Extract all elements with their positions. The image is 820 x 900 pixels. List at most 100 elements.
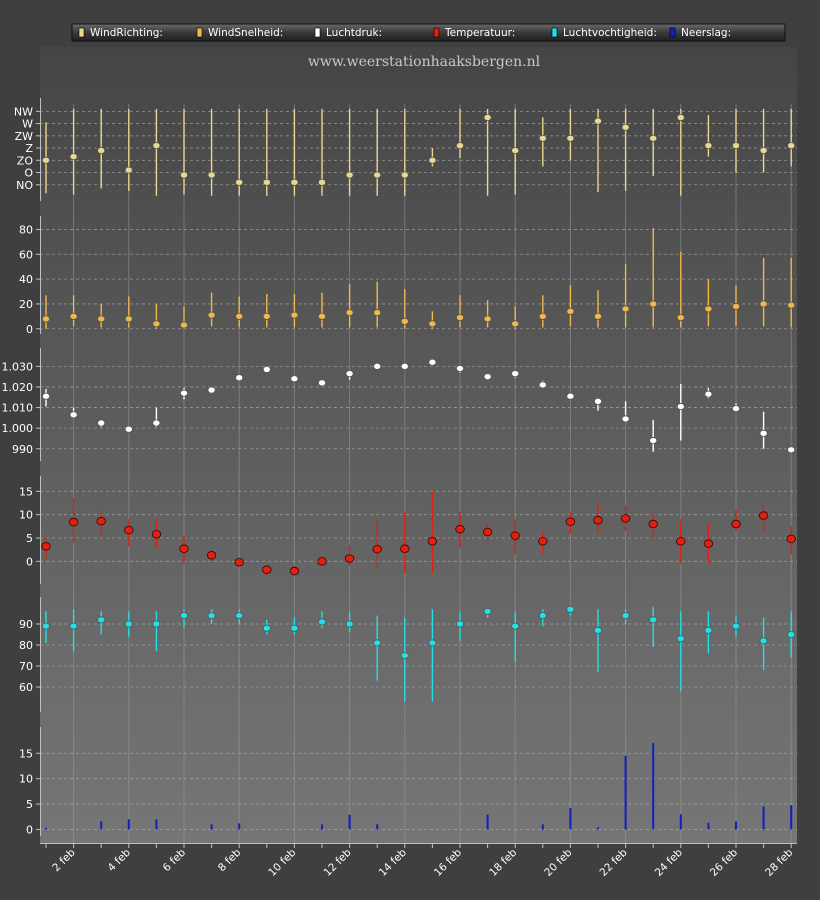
data-point: [262, 565, 272, 574]
y-tick-label: 80: [19, 639, 33, 652]
y-tick-label: 0: [26, 823, 33, 836]
data-point: [289, 566, 300, 576]
y-tick-label: 990: [12, 443, 33, 456]
data-point: [482, 527, 493, 537]
data-point: [206, 551, 217, 560]
legend-box: [71, 23, 786, 42]
data-point: [759, 300, 768, 308]
precipitation-bar: [624, 755, 627, 830]
data-point: [97, 419, 106, 427]
panel-temperatuur: 15 10 5 0: [19, 476, 797, 584]
data-point: [124, 166, 133, 174]
y-tick-label: 1.000: [2, 422, 34, 435]
data-point: [732, 142, 741, 150]
data-point: [179, 171, 188, 179]
data-point: [96, 517, 106, 526]
data-point: [372, 545, 382, 554]
data-point: [69, 312, 78, 320]
y-tick-label: NO: [16, 179, 33, 192]
data-point: [538, 537, 548, 546]
precipitation-bar: [735, 821, 737, 830]
data-point: [786, 534, 796, 544]
data-point: [676, 403, 685, 411]
data-point: [538, 134, 547, 142]
data-point: [566, 307, 575, 315]
x-tick-label: 12 feb: [322, 846, 354, 878]
data-point: [152, 142, 161, 150]
data-point: [373, 362, 382, 370]
data-point: [179, 389, 188, 397]
data-point: [42, 156, 51, 164]
data-point: [152, 320, 161, 328]
precipitation-bar: [100, 821, 103, 830]
y-tick-label: 40: [19, 273, 33, 286]
y-tick-label: 70: [19, 660, 33, 673]
x-tick-label: 10 feb: [266, 846, 298, 878]
data-point: [704, 390, 713, 398]
precipitation-bar: [210, 824, 213, 830]
precipitation-bar: [652, 743, 655, 830]
plot-area-background: [40, 47, 797, 843]
data-point: [621, 305, 630, 313]
y-tick-label: 10: [19, 773, 33, 786]
data-point: [42, 392, 51, 400]
data-point: [207, 612, 216, 620]
y-tick-label: 1.020: [2, 381, 34, 394]
y-tick-label: Z: [25, 142, 33, 155]
data-point: [373, 639, 382, 647]
data-point: [151, 530, 162, 539]
data-point: [428, 320, 437, 328]
data-point: [290, 375, 299, 383]
data-point: [566, 134, 575, 142]
y-tick-label: 20: [19, 298, 33, 311]
data-point: [455, 620, 464, 628]
legend-label: WindSnelheid:: [208, 27, 283, 39]
legend-label: Luchtvochtigheid:: [563, 27, 657, 39]
data-point: [207, 386, 216, 394]
data-point: [179, 612, 188, 620]
data-point: [483, 315, 492, 323]
precipitation-bar: [541, 824, 544, 830]
data-point: [400, 544, 410, 553]
y-tick-label: 5: [26, 798, 33, 811]
y-tick-label: O: [24, 167, 33, 180]
data-point: [152, 419, 161, 427]
x-tick-label: 8 feb: [216, 846, 244, 874]
legend-swatch: [551, 27, 558, 38]
data-point: [234, 558, 244, 567]
data-point: [290, 624, 299, 632]
data-point: [290, 311, 299, 319]
data-point: [649, 616, 658, 624]
data-point: [345, 370, 354, 378]
data-point: [511, 622, 520, 630]
data-point: [676, 314, 685, 322]
x-tick-label: 6 feb: [161, 846, 189, 874]
y-tick-label: 0: [26, 323, 33, 336]
data-point: [594, 397, 603, 405]
x-tick-label: 2 feb: [50, 846, 78, 874]
data-point: [731, 519, 741, 529]
data-point: [620, 514, 631, 523]
data-point: [759, 146, 768, 154]
data-point: [704, 626, 713, 634]
precipitation-bar: [376, 824, 379, 830]
data-point: [235, 374, 244, 382]
data-point: [400, 171, 409, 179]
data-point: [649, 300, 658, 308]
legend-swatch: [669, 27, 676, 38]
x-tick-label: 18 feb: [487, 846, 519, 878]
x-tick-label: 22 feb: [598, 846, 630, 878]
data-point: [455, 142, 464, 150]
y-tick-label: 10: [19, 509, 33, 522]
data-point: [290, 178, 299, 186]
y-tick-label: ZW: [15, 130, 34, 143]
data-point: [262, 178, 271, 186]
data-point: [787, 301, 796, 309]
y-tick-label: ZO: [17, 154, 34, 167]
data-point: [317, 379, 326, 387]
vertical-gridlines: [73, 104, 792, 843]
data-point: [373, 309, 382, 317]
data-point: [510, 531, 520, 540]
panel-luchtdruk: 1.030 1.020 1.010 1.000 990: [2, 348, 797, 461]
